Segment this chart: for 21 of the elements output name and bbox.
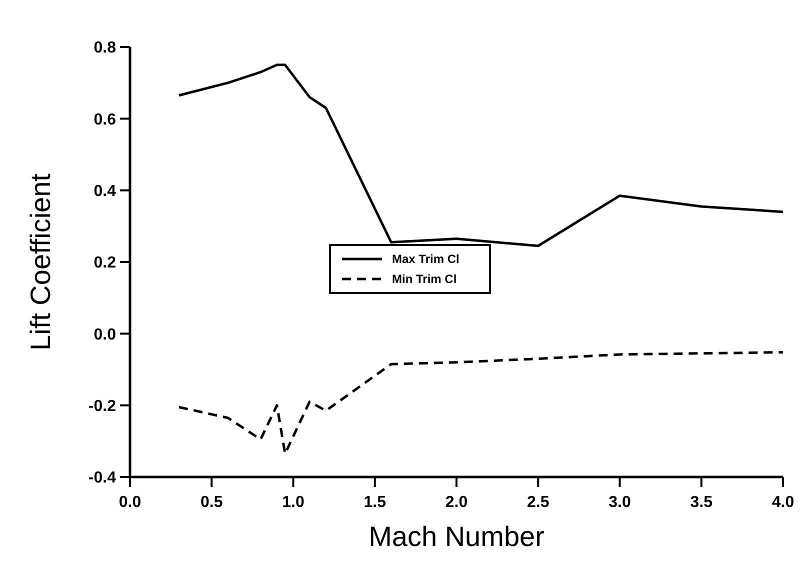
x-axis-title: Mach Number — [368, 521, 544, 552]
x-tick-label: 4.0 — [772, 494, 794, 511]
legend-label: Max Trim Cl — [392, 252, 460, 266]
y-tick-label: 0.6 — [94, 111, 116, 128]
x-tick-label: 2.0 — [445, 494, 468, 511]
x-tick-label: 0.5 — [200, 494, 223, 511]
x-tick-label: 1.0 — [282, 494, 304, 511]
y-axis-title: Lift Coefficient — [25, 173, 56, 350]
x-tick-label: 3.0 — [608, 494, 631, 511]
y-tick-label: 0.4 — [94, 182, 116, 200]
y-tick-label: -0.2 — [88, 398, 116, 415]
y-tick-label: -0.4 — [88, 470, 116, 487]
line-series — [178, 351, 784, 455]
x-tick-label: 0.0 — [118, 494, 142, 511]
y-tick-label: 0.8 — [94, 40, 116, 57]
x-tick-label: 2.5 — [527, 494, 550, 511]
legend-label: Min Trim Cl — [392, 272, 457, 286]
x-tick-label: 1.5 — [364, 494, 386, 511]
y-tick-label: 0.2 — [94, 254, 116, 272]
x-tick-label: 3.5 — [690, 494, 713, 511]
y-tick-label: 0.0 — [94, 326, 116, 344]
